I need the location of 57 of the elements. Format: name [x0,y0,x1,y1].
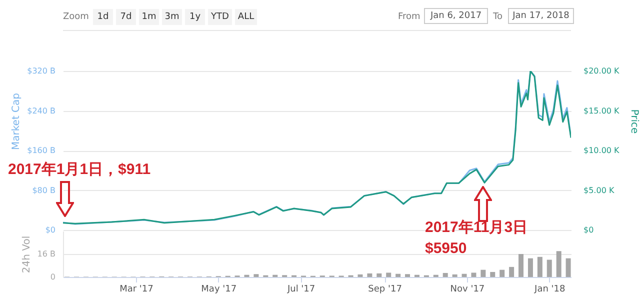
zoom-button: 1m [139,9,159,25]
zoom-button: 1y [185,9,205,25]
bar [509,266,514,277]
zoom-button: 3m [162,9,182,25]
bar [376,273,382,277]
bar [528,258,533,277]
bar [358,274,363,277]
text: To [493,11,504,24]
bar [405,274,410,277]
y2-tick-label: $20.00 K [584,66,620,76]
y-tick-label: 16 B [37,250,56,258]
bar [546,260,552,277]
x-tick-label: Nov '17 [450,284,485,294]
y2-tick-label: $10.00 K [584,146,620,155]
x-tick-label: Jul '17 [286,284,316,294]
y-axis-title: 24h Vol [21,236,32,274]
x-tick-label: May '17 [201,284,237,294]
date-field: Jan 6, 2017 [424,8,488,24]
text: Zoom [63,11,90,24]
date-field: Jan 17, 2018 [508,8,574,24]
y-tick-label: $240 B [27,106,56,116]
bar [254,274,259,277]
y-axis-title: Market Cap [11,92,22,150]
bar [396,274,401,277]
x-tick-label: Sep '17 [368,284,402,294]
bar [518,254,524,277]
bar [556,251,562,277]
bar [480,270,486,277]
bar [537,256,542,277]
y-tick-label: $160 B [27,146,56,155]
annotation: 2017年11月3日 [425,218,528,237]
y-tick-label: $0 [45,226,56,234]
bar [462,274,467,277]
bar [490,272,496,277]
zoom-button: ALL [235,9,257,25]
bar [566,258,571,277]
y2-axis-title: Price [628,109,640,134]
y2-tick-label: $15.00 K [584,106,620,116]
bar [471,272,476,277]
annotation: $5950 [425,240,467,257]
y-tick-label: $80 B [32,186,56,195]
zoom-button: YTD [208,9,232,25]
y2-tick-label: $0 [584,226,594,234]
bar [386,272,392,277]
x-tick-label: Mar '17 [120,284,154,294]
zoom-button: 1d [93,9,113,25]
bar [367,273,372,277]
y-tick-label: $320 B [27,66,56,76]
bar [452,274,458,277]
text: From [398,11,422,24]
zoom-button: 7d [116,9,136,25]
bar [500,270,505,277]
annotation: 2017年1月1日，$911 [8,160,151,179]
x-tick-label: Jan '18 [534,284,566,294]
y-tick-label: 0 [50,272,56,282]
bar [442,272,448,277]
y2-tick-label: $5.00 K [584,186,615,195]
